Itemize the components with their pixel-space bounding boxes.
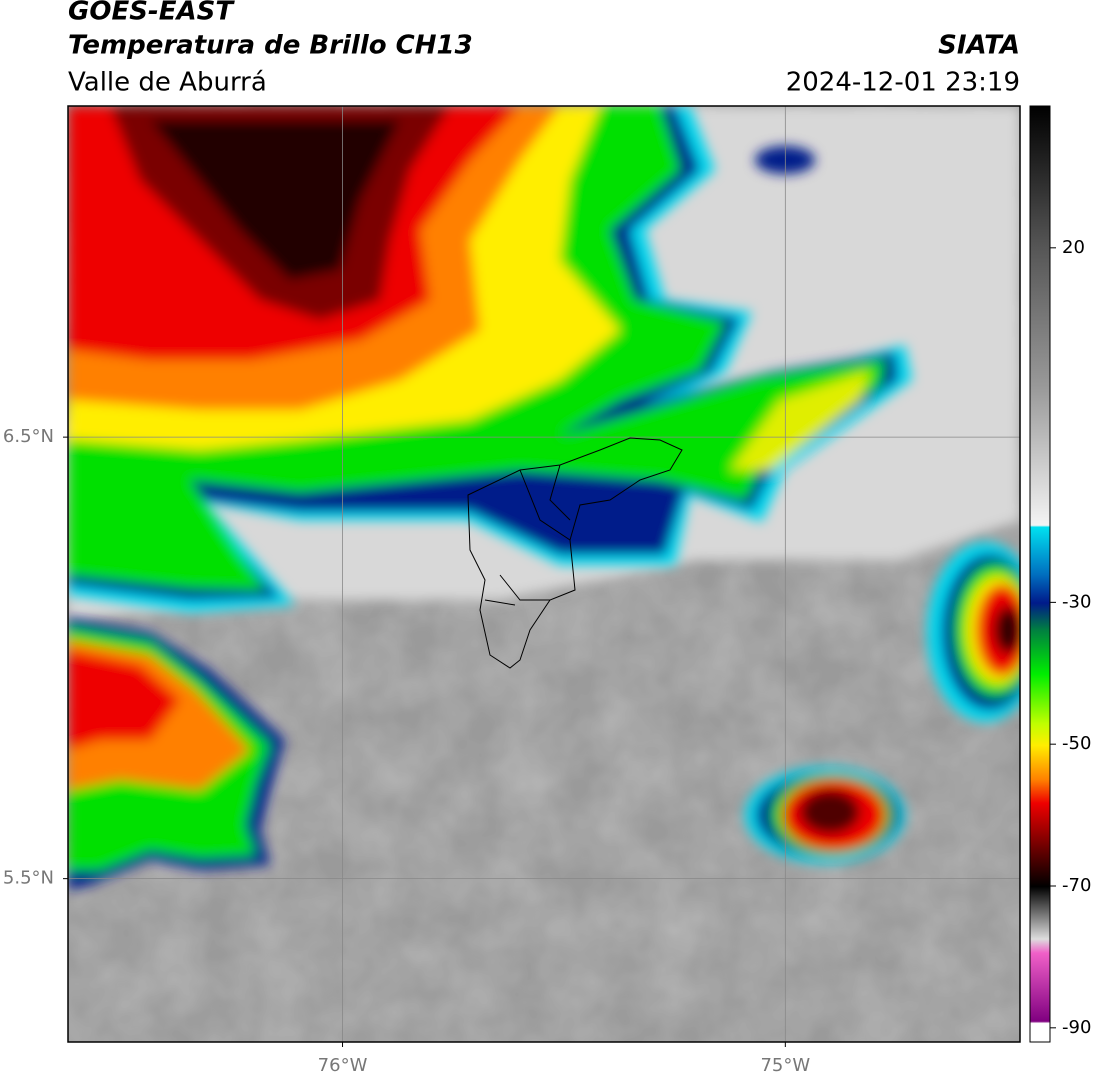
source: SIATA [938,31,1020,61]
colorbar-tick-label: -70 [1062,875,1091,896]
map-frame [67,105,1021,1043]
subtitle: Temperatura de Brillo CH13 [68,31,473,61]
datetime: 2024-12-01 23:19 [786,68,1020,98]
colorbar-tick-label: -50 [1062,733,1091,754]
title: GOES-EAST [68,0,235,27]
lon-tick-label: 75°W [760,1055,810,1076]
colorbar [1029,105,1051,1043]
colorbar-tick-label: -90 [1062,1017,1091,1038]
municipal-boundaries [467,437,683,669]
satellite-image [68,106,1020,1042]
lat-tick-label: 5.5°N [3,868,54,889]
lon-tick-label: 76°W [318,1055,368,1076]
lat-tick-label: 6.5°N [3,426,54,447]
region: Valle de Aburrá [68,68,267,98]
graticule [68,106,1020,1042]
colorbar-tick-label: -30 [1062,591,1091,612]
colorbar-tick-label: 20 [1062,237,1085,258]
